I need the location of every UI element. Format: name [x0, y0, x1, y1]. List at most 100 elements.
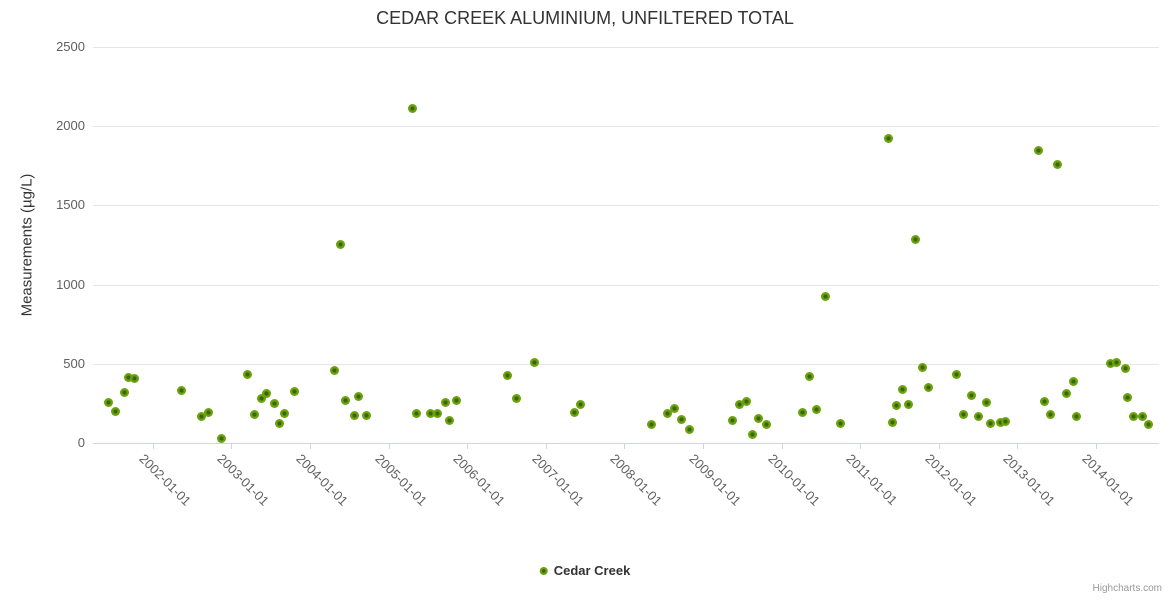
data-point[interactable]: [216, 433, 226, 443]
data-point[interactable]: [350, 411, 360, 421]
data-point[interactable]: [986, 419, 996, 429]
data-point[interactable]: [411, 408, 421, 418]
data-point[interactable]: [1120, 363, 1130, 373]
data-point[interactable]: [898, 385, 908, 395]
data-point[interactable]: [336, 239, 346, 249]
data-point[interactable]: [910, 235, 920, 245]
data-point[interactable]: [811, 405, 821, 415]
x-axis-label: 2012-01-01: [922, 451, 980, 509]
data-point[interactable]: [104, 398, 114, 408]
data-point[interactable]: [754, 413, 764, 423]
data-point[interactable]: [884, 133, 894, 143]
data-point[interactable]: [1144, 419, 1154, 429]
data-point[interactable]: [452, 396, 462, 406]
data-point[interactable]: [1039, 396, 1049, 406]
data-point[interactable]: [748, 430, 758, 440]
data-point[interactable]: [951, 370, 961, 380]
data-point[interactable]: [441, 398, 451, 408]
data-point[interactable]: [196, 412, 206, 422]
x-axis-line: [93, 443, 1159, 444]
data-point[interactable]: [805, 372, 815, 382]
data-point[interactable]: [917, 362, 927, 372]
data-point[interactable]: [354, 391, 364, 401]
data-point[interactable]: [130, 373, 140, 383]
data-point[interactable]: [177, 385, 187, 395]
x-tick: [781, 443, 783, 449]
data-point[interactable]: [250, 409, 260, 419]
data-point[interactable]: [270, 398, 280, 408]
data-point[interactable]: [836, 419, 846, 429]
data-point[interactable]: [575, 399, 585, 409]
data-point[interactable]: [502, 370, 512, 380]
data-point[interactable]: [530, 358, 540, 368]
data-point[interactable]: [981, 397, 991, 407]
data-point[interactable]: [1034, 146, 1044, 156]
x-tick: [860, 443, 862, 449]
y-axis-label: 2500: [56, 39, 85, 54]
x-axis-label: 2003-01-01: [214, 451, 273, 509]
data-point[interactable]: [1001, 417, 1011, 427]
x-axis-label: 2002-01-01: [136, 451, 194, 509]
data-point[interactable]: [204, 407, 214, 417]
data-point[interactable]: [1112, 357, 1122, 367]
data-point[interactable]: [444, 416, 454, 426]
data-point[interactable]: [512, 393, 522, 403]
data-point[interactable]: [274, 418, 284, 428]
data-point[interactable]: [432, 408, 442, 418]
data-point[interactable]: [1137, 412, 1147, 422]
data-point[interactable]: [966, 390, 976, 400]
data-point[interactable]: [821, 291, 831, 301]
data-point[interactable]: [119, 387, 129, 397]
data-point[interactable]: [958, 410, 968, 420]
x-tick: [152, 443, 154, 449]
data-point[interactable]: [728, 415, 738, 425]
x-tick: [467, 443, 469, 449]
data-point[interactable]: [685, 424, 695, 434]
data-point[interactable]: [362, 411, 372, 421]
data-point[interactable]: [1123, 392, 1133, 402]
data-point[interactable]: [903, 400, 913, 410]
data-point[interactable]: [425, 408, 435, 418]
data-point[interactable]: [891, 401, 901, 411]
data-point[interactable]: [924, 383, 934, 393]
data-point[interactable]: [1071, 412, 1081, 422]
data-point[interactable]: [280, 408, 290, 418]
data-point[interactable]: [798, 408, 808, 418]
x-axis-label: 2013-01-01: [1000, 451, 1059, 509]
data-point[interactable]: [110, 406, 120, 416]
x-tick: [703, 443, 705, 449]
data-point[interactable]: [888, 417, 897, 427]
data-point[interactable]: [340, 396, 350, 406]
x-tick: [545, 443, 547, 449]
data-point[interactable]: [670, 404, 680, 414]
data-point[interactable]: [242, 369, 252, 379]
data-point[interactable]: [1105, 358, 1115, 368]
data-point[interactable]: [1061, 388, 1071, 398]
x-tick: [1096, 443, 1098, 449]
data-point[interactable]: [123, 372, 133, 382]
data-point[interactable]: [1046, 410, 1055, 420]
x-axis-label: 2004-01-01: [293, 451, 351, 509]
data-point[interactable]: [329, 366, 339, 376]
data-point[interactable]: [646, 420, 656, 430]
y-axis-label: 1500: [56, 197, 85, 213]
data-point[interactable]: [289, 386, 299, 396]
data-point[interactable]: [676, 414, 686, 424]
data-point[interactable]: [256, 393, 266, 403]
data-point[interactable]: [762, 419, 772, 429]
y-gridline: [93, 205, 1159, 207]
data-point[interactable]: [735, 400, 745, 410]
data-point[interactable]: [1129, 412, 1139, 422]
data-point[interactable]: [1053, 160, 1063, 170]
data-point[interactable]: [408, 104, 418, 114]
x-tick: [1017, 443, 1019, 449]
legend-item-cedar-creek[interactable]: Cedar Creek: [539, 563, 630, 578]
data-point[interactable]: [741, 397, 751, 407]
data-point[interactable]: [1068, 377, 1078, 387]
data-point[interactable]: [974, 411, 984, 421]
data-point[interactable]: [996, 417, 1006, 427]
data-point[interactable]: [262, 389, 272, 399]
data-point[interactable]: [569, 408, 579, 418]
highcharts-credits-link[interactable]: Highcharts.com: [1092, 583, 1162, 594]
data-point[interactable]: [663, 408, 673, 418]
